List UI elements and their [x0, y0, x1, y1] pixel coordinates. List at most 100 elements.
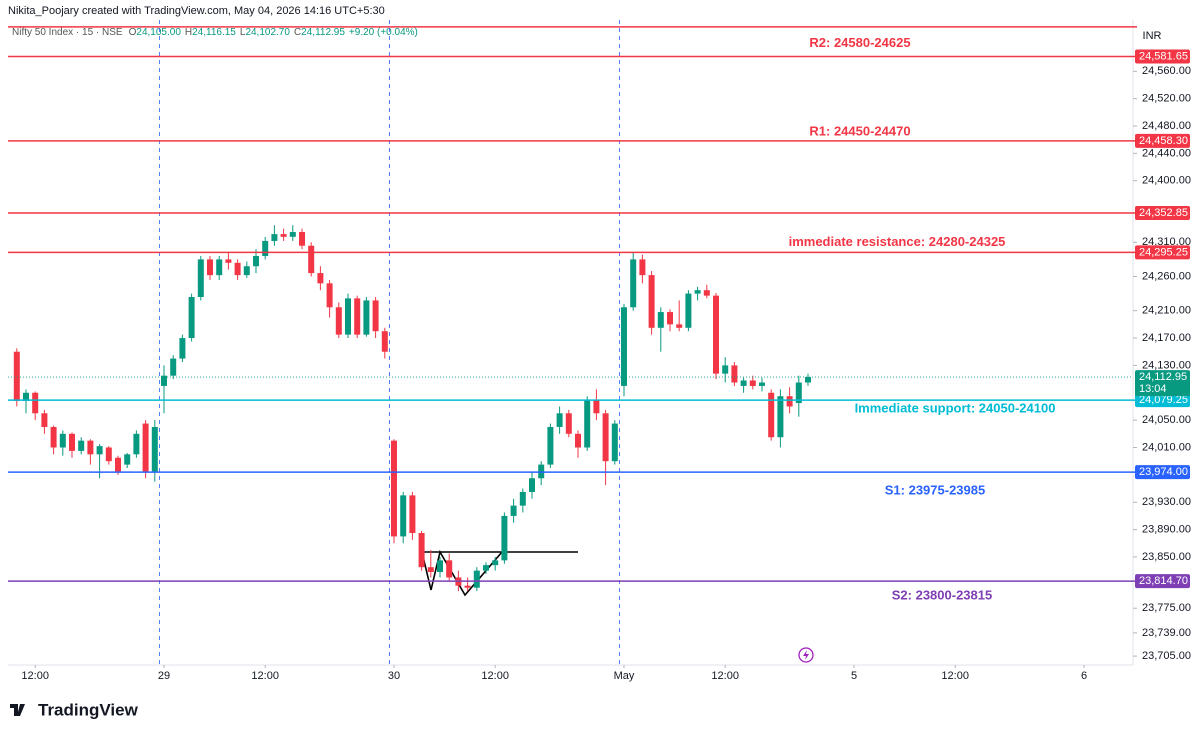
ohlc-value: 24,102.70: [245, 27, 290, 38]
price-tag-label: 24,079.25: [1139, 394, 1188, 406]
candle-body: [722, 365, 729, 374]
last-price-tag: [1135, 370, 1190, 397]
ohlc-value: 24,112.95: [301, 27, 345, 38]
ohlc-key: L: [240, 27, 246, 38]
y-tick-label: 24,010.00: [1142, 441, 1191, 453]
candle-body: [207, 259, 213, 276]
currency: INR: [1143, 30, 1162, 42]
candle-body: [777, 396, 784, 438]
y-tick-label: 24,560.00: [1142, 65, 1191, 77]
candle-body: [602, 413, 609, 462]
symbol: Nifty 50 Index · 15 · NSE: [12, 27, 123, 38]
price-tag-label: 24,458.30: [1139, 135, 1188, 147]
candle-body: [381, 331, 388, 352]
candle-body: [115, 457, 121, 472]
y-tick-label: 24,210.00: [1142, 305, 1191, 317]
candle-body: [133, 433, 140, 455]
candle-body: [529, 478, 535, 492]
y-tick-label: 24,310.00: [1142, 236, 1191, 248]
candle-body: [308, 245, 315, 274]
y-tick-label: 23,850.00: [1142, 551, 1191, 563]
price-tag-label: 24,581.65: [1139, 50, 1188, 62]
candle-body: [676, 324, 683, 328]
candle-body: [437, 560, 443, 572]
level-note: R2: 24580-24625: [809, 35, 910, 50]
candle-body: [565, 413, 572, 434]
y-tick-label: 23,930.00: [1142, 496, 1191, 508]
price-tag: [1135, 245, 1190, 260]
change: +9.20 (+0.04%): [349, 27, 418, 38]
brand: TradingView: [38, 700, 139, 719]
price-tag: [1135, 465, 1190, 480]
candle-body: [280, 234, 287, 237]
ohlc-key: O: [129, 27, 137, 38]
candle-body: [345, 298, 351, 335]
level-note: S2: 23800-23815: [892, 588, 992, 603]
candle-body: [299, 232, 305, 246]
brand-logo: [10, 704, 25, 716]
x-tick-label: 5: [851, 670, 857, 682]
candle-body: [363, 300, 370, 335]
candle-body: [501, 515, 508, 561]
candle-body: [593, 399, 600, 414]
y-tick-label: 23,890.00: [1142, 523, 1191, 535]
price-tag-label: 24,352.85: [1139, 207, 1188, 219]
x-tick-label: 6: [1081, 670, 1087, 682]
y-tick-label: 24,130.00: [1142, 359, 1191, 371]
credit: Nikita_Poojary created with TradingView.…: [8, 5, 385, 17]
price-tag: [1135, 574, 1190, 589]
candle-body: [234, 262, 241, 276]
price-tag: [1135, 393, 1190, 408]
candle-body: [694, 290, 701, 294]
candle-body: [326, 283, 333, 308]
y-tick-label: 23,739.00: [1142, 627, 1191, 639]
level-note: immediate resistance: 24280-24325: [789, 234, 1006, 249]
candle-body: [575, 433, 581, 448]
candle-body: [786, 396, 793, 407]
candle-body: [510, 505, 517, 516]
candle-body: [151, 426, 158, 472]
alert-icon: [798, 647, 814, 663]
candle-body: [611, 423, 618, 462]
candle-body: [317, 273, 324, 284]
candle-body: [759, 382, 765, 386]
level-note: S1: 23975-23985: [885, 483, 985, 498]
candle-body: [372, 300, 379, 332]
candle-body: [519, 491, 526, 506]
candle-body: [657, 312, 664, 328]
candle-body: [78, 440, 85, 451]
price-tag: [1135, 49, 1190, 64]
candle-body: [703, 290, 710, 296]
price-tag-label: 23,974.00: [1139, 466, 1188, 478]
level-note: R1: 24450-24470: [809, 123, 910, 138]
y-tick-label: 24,260.00: [1142, 270, 1191, 282]
candle-body: [96, 446, 103, 455]
last-price-label: 24,112.95: [1139, 371, 1187, 383]
candle-body: [630, 259, 637, 308]
candle-body: [621, 307, 627, 386]
candle-body: [409, 495, 416, 533]
price-tag: [1135, 205, 1190, 220]
candle-body: [262, 240, 269, 256]
x-tick-label: 29: [158, 670, 170, 682]
candle-body: [243, 266, 250, 276]
candle-body: [87, 440, 94, 455]
candle-body: [142, 423, 149, 472]
candle-body: [713, 295, 719, 374]
candle-body: [216, 259, 223, 276]
y-tick-label: 24,440.00: [1142, 147, 1191, 159]
x-tick-label: 30: [388, 670, 400, 682]
candle-body: [427, 567, 434, 572]
candle-body: [391, 440, 397, 537]
candle-body: [50, 426, 57, 448]
candle-body: [446, 560, 453, 578]
candle-body: [805, 377, 811, 383]
candle-body: [69, 433, 75, 451]
candle-body: [13, 351, 20, 401]
candle-body: [271, 234, 278, 241]
candle-body: [667, 312, 673, 325]
candle-body: [41, 413, 48, 427]
x-tick-label: 12:00: [481, 670, 509, 682]
